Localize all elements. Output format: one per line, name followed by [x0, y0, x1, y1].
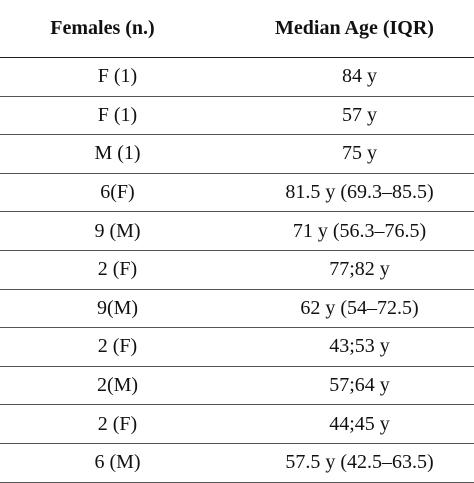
- cell-females: 9 (M): [0, 211, 205, 251]
- cell-median-age: 81.5 y (69.3–85.5): [205, 173, 474, 213]
- cell-median-age: 57 y: [205, 96, 474, 136]
- cell-females: F (1): [0, 57, 205, 97]
- table-row: F (1) 84 y: [0, 57, 474, 97]
- cell-females: 6 (M): [0, 443, 205, 483]
- cell-females: M (1): [0, 134, 205, 174]
- table-row: 2 (F) 43;53 y: [0, 327, 474, 367]
- table-row: 2(M) 57;64 y: [0, 366, 474, 406]
- header-row: Females (n.) Median Age (IQR): [0, 0, 474, 58]
- cell-median-age: 57;64 y: [205, 366, 474, 406]
- table-row: 2 (F) 44;45 y: [0, 404, 474, 444]
- cell-median-age: 57.5 y (42.5–63.5): [205, 443, 474, 483]
- header-females: Females (n.): [0, 0, 205, 58]
- table-row: 9 (M) 71 y (56.3–76.5): [0, 211, 474, 251]
- cell-females: F (1): [0, 96, 205, 136]
- cell-median-age: 43;53 y: [205, 327, 474, 367]
- cell-median-age: 75 y: [205, 134, 474, 174]
- cell-median-age: 71 y (56.3–76.5): [205, 211, 474, 251]
- table-row: M (1) 75 y: [0, 134, 474, 174]
- table-row: 9(M) 62 y (54–72.5): [0, 289, 474, 329]
- table-row: F (1) 57 y: [0, 96, 474, 136]
- table-body: F (1) 84 y F (1) 57 y M (1) 75 y 6(F) 81…: [0, 57, 474, 483]
- table-row: 6(F) 81.5 y (69.3–85.5): [0, 173, 474, 213]
- cell-females: 6(F): [0, 173, 205, 213]
- cell-median-age: 62 y (54–72.5): [205, 289, 474, 329]
- header-median-age: Median Age (IQR): [205, 0, 474, 58]
- cell-median-age: 44;45 y: [205, 404, 474, 444]
- cell-median-age: 84 y: [205, 57, 474, 97]
- cell-females: 2(M): [0, 366, 205, 406]
- cell-median-age: 77;82 y: [205, 250, 474, 290]
- table-row: 6 (M) 57.5 y (42.5–63.5): [0, 443, 474, 483]
- cell-females: 9(M): [0, 289, 205, 329]
- table-row: 2 (F) 77;82 y: [0, 250, 474, 290]
- cell-females: 2 (F): [0, 327, 205, 367]
- cell-females: 2 (F): [0, 250, 205, 290]
- cell-females: 2 (F): [0, 404, 205, 444]
- table-header: Females (n.) Median Age (IQR): [0, 0, 474, 58]
